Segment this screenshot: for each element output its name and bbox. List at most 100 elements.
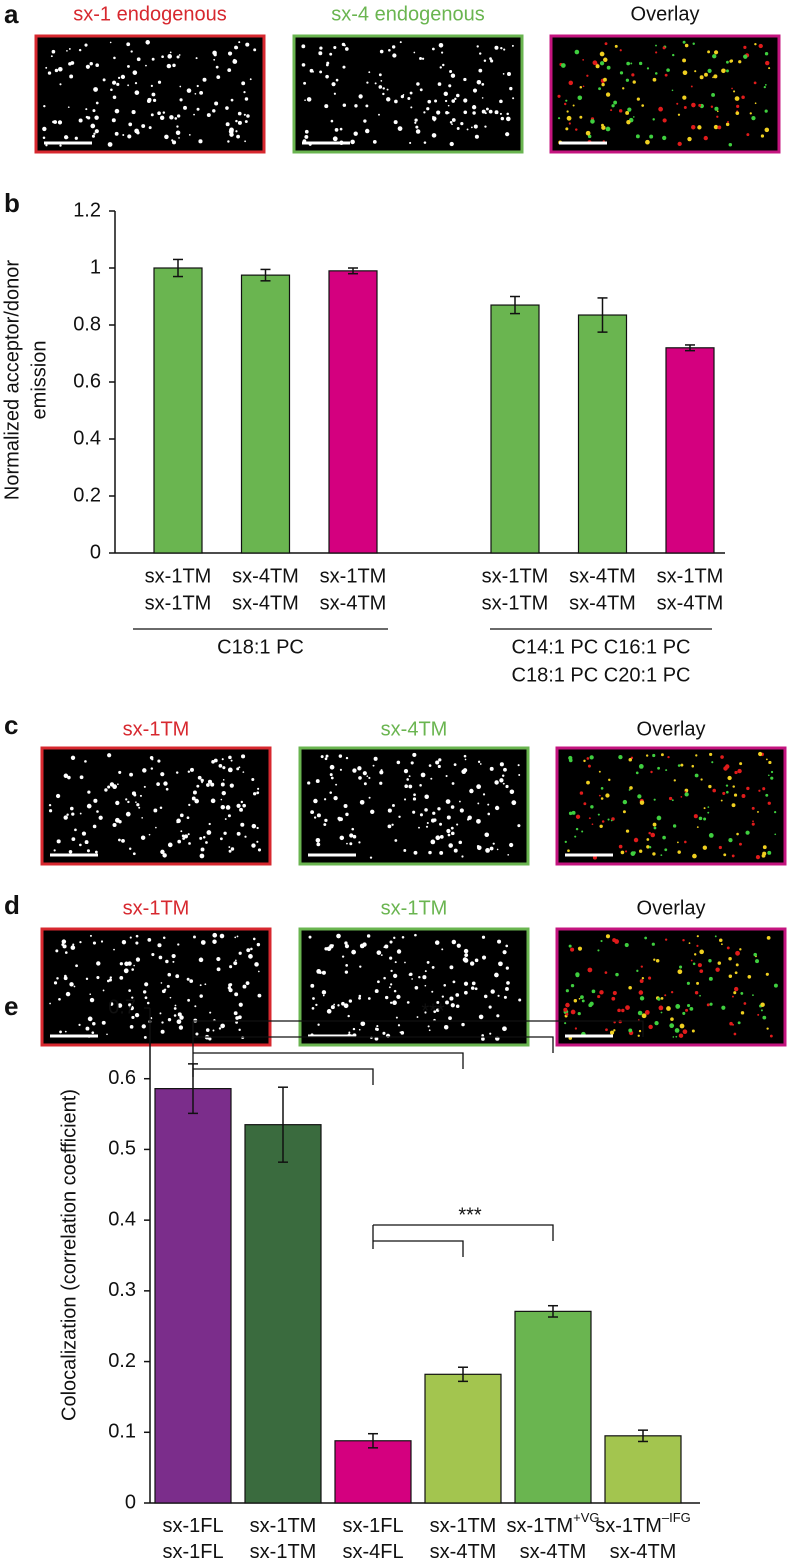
dot [359,965,362,968]
dot [224,818,227,820]
dot [143,785,146,788]
y-axis-label: Normalized acceptor/donor [1,260,23,500]
dot [312,997,315,1000]
dot [142,990,147,994]
y-tick-label: 0.5 [108,1138,136,1160]
dot [646,845,650,849]
dot [107,979,110,983]
dot [735,950,740,956]
dot [228,983,232,987]
y-tick-label: 0.4 [73,427,101,449]
dot [408,784,413,789]
dot [403,798,407,801]
dot [687,1003,691,1008]
dot [91,134,95,138]
dot [225,106,229,110]
dot [330,119,334,123]
dot [188,134,191,136]
dot [345,812,349,817]
dot [496,848,499,851]
dot [428,850,432,855]
dot [497,939,502,944]
dot [764,84,767,86]
dot [172,960,175,963]
dot [79,941,82,944]
dot [577,946,583,951]
dot [638,764,644,769]
dot [665,769,668,772]
dot [330,776,334,780]
dot [58,997,61,1001]
dot [48,809,53,813]
dot [613,1021,616,1024]
dot [236,134,240,139]
dot [179,85,182,88]
dot [382,87,385,90]
dot [577,1011,581,1016]
dot [134,90,140,95]
dot [431,966,435,969]
dot [194,92,197,95]
dot [463,77,467,82]
dot [476,784,482,790]
dot [67,106,70,108]
dot [301,63,306,67]
dot [418,826,420,829]
panel-letter: e [4,991,18,1021]
dot [358,94,363,99]
dot [646,838,650,841]
dot [436,110,441,115]
dot [600,939,603,943]
dot [251,823,257,829]
dot [664,73,668,77]
dot [581,830,584,833]
dot [657,997,661,1001]
dot [139,794,142,797]
dot [233,58,236,62]
dot [605,92,611,97]
dot [503,995,507,999]
dot [107,785,111,789]
dot [494,780,499,785]
dot [343,44,346,47]
dot [109,41,112,44]
dot [89,997,95,1003]
dot [588,817,591,820]
dot [603,77,607,82]
dot [586,74,589,77]
dot [605,934,611,939]
dot [764,127,770,133]
dot [209,1011,212,1014]
dot [445,774,448,778]
dot [126,42,131,47]
dot [445,110,449,115]
dot [571,810,576,815]
dot [378,73,382,77]
y-axis-label: Colocalization (correlation coefficient) [58,1089,80,1421]
dot [187,770,191,773]
dot [469,788,474,794]
dot [320,755,324,759]
dot [740,1011,745,1015]
dot [335,78,339,82]
dot [199,836,203,840]
dot [697,963,702,968]
dot [366,81,369,84]
dot [648,1024,653,1030]
image-frame [298,927,530,1047]
dot [145,40,150,45]
dot [478,68,483,73]
dot [751,806,755,810]
dot [499,99,503,104]
dot [721,943,723,946]
dot [71,812,75,816]
dot [90,123,96,129]
dot [488,109,493,114]
significance-label: *** [458,1204,482,1226]
significance-bracket [373,1240,464,1257]
x-tick-label: sx-1FL [162,1541,223,1563]
dot [736,832,739,836]
dot [494,972,499,978]
dot [682,70,688,76]
dot [234,992,239,997]
